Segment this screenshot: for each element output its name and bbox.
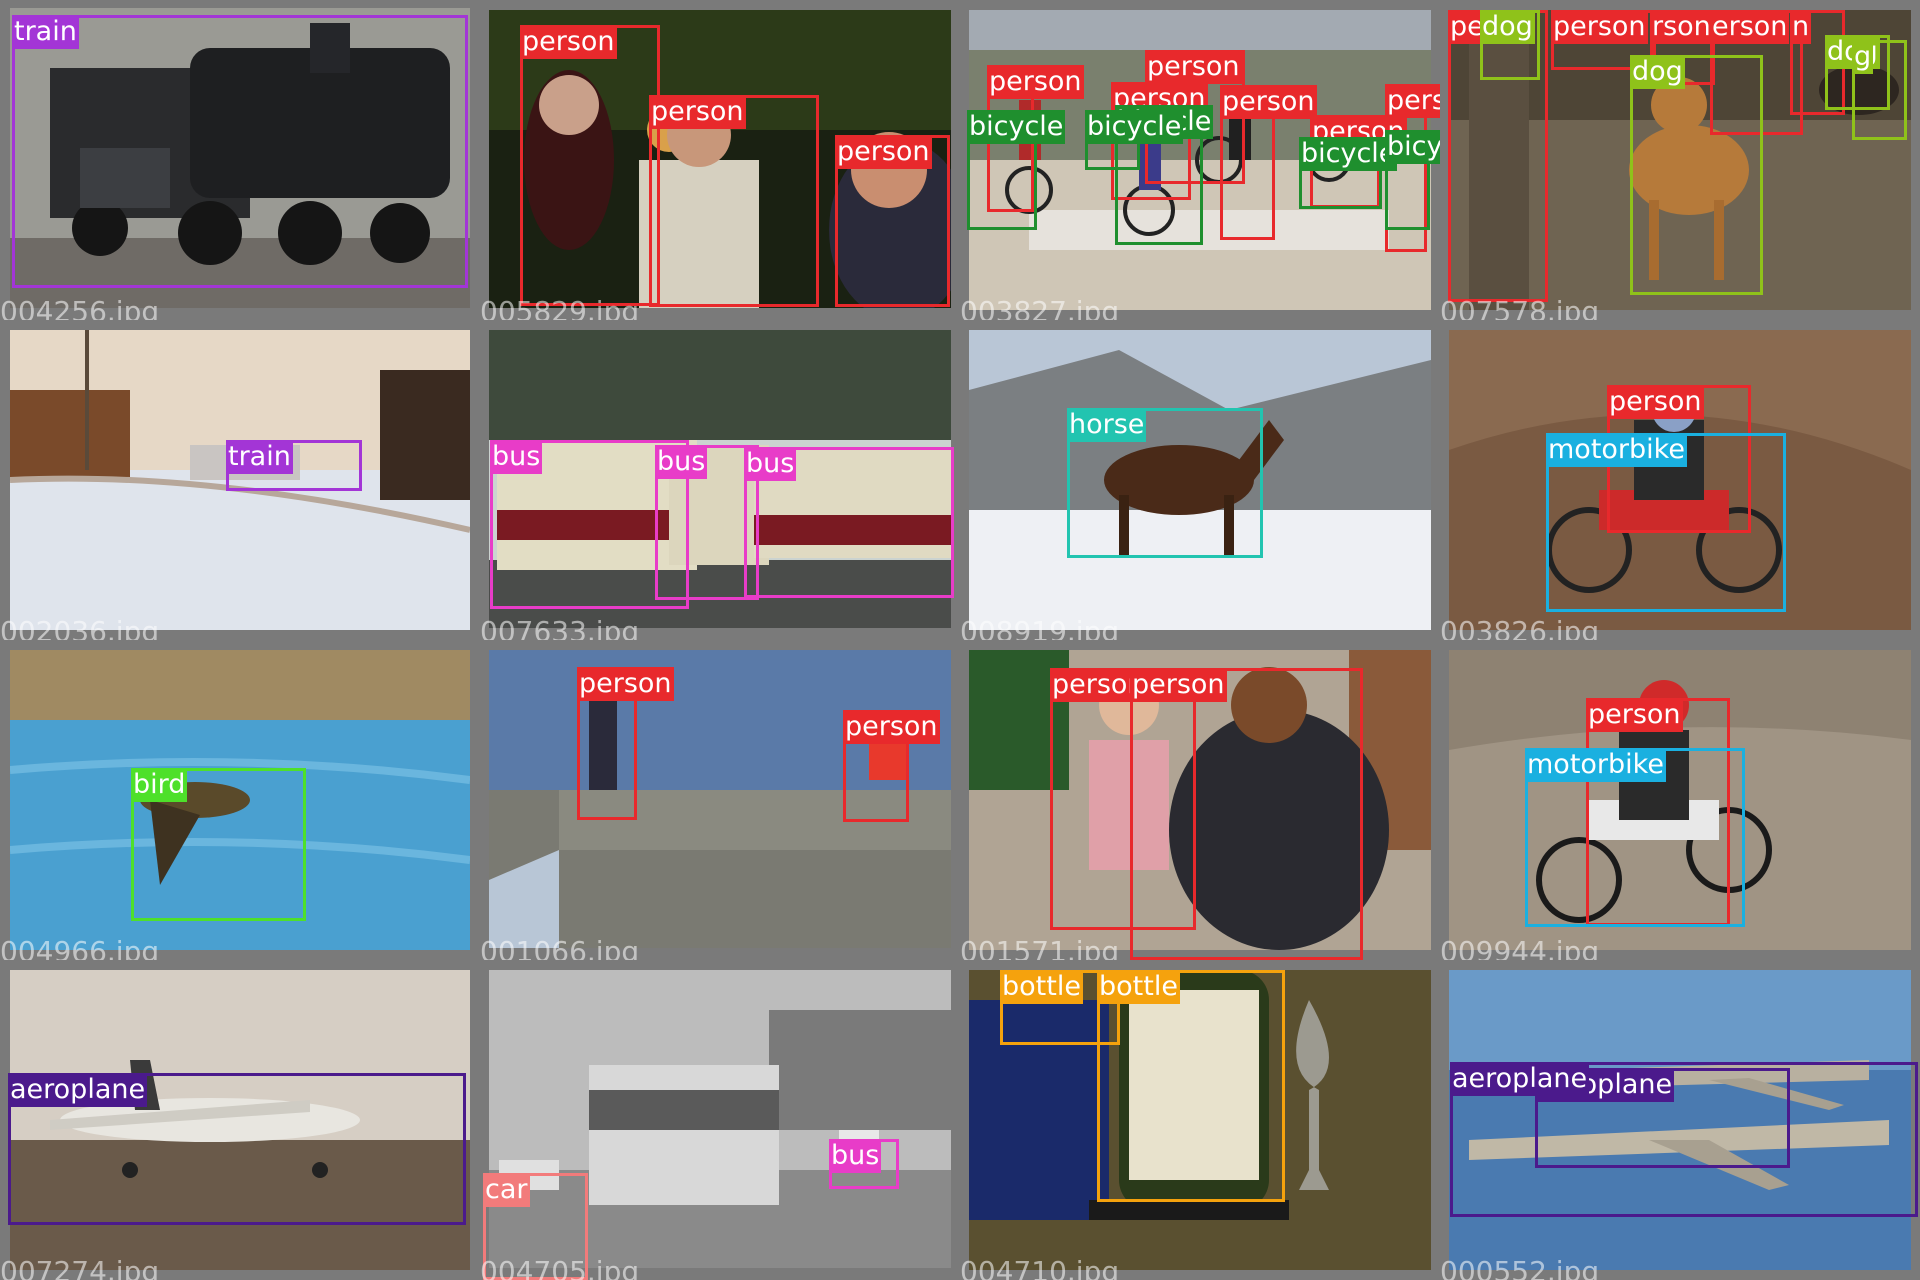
class-label: person [1130, 668, 1227, 702]
file-name: 007578.jpg [1440, 295, 1600, 321]
class-label: bus [744, 447, 797, 481]
file-name: 007633.jpg [480, 615, 640, 641]
file-name: 000552.jpg [1440, 1255, 1600, 1280]
detection-tile: bottle bottle 004710.jpg [960, 960, 1440, 1280]
class-label: dog [1630, 55, 1685, 89]
scene-photo [10, 330, 470, 630]
file-name: 001571.jpg [960, 935, 1120, 961]
detection-tile: bus bus bus 007633.jpg [480, 320, 960, 640]
class-label: bicycle [1385, 130, 1440, 164]
class-label: person [520, 25, 617, 59]
file-name: 003827.jpg [960, 295, 1120, 321]
class-label: g [1852, 40, 1874, 74]
detection-tile: personbicyclepersonpersonbicyclepersonbi… [960, 0, 1440, 320]
detection-tile: car bus 004705.jpg [480, 960, 960, 1280]
scene-photo [10, 970, 470, 1270]
bounding-box [490, 440, 689, 609]
detection-tile: person person 001571.jpg [960, 640, 1440, 960]
scene-photo [489, 330, 951, 628]
class-label: bicycle [1085, 110, 1184, 144]
class-label: horse [1067, 408, 1147, 442]
scene-photo [1449, 330, 1911, 630]
bounding-box [1630, 55, 1763, 295]
file-name: 005829.jpg [480, 295, 640, 321]
class-label: person [577, 667, 674, 701]
class-label: bird [131, 768, 188, 802]
detection-tile: pedogpersonrsonersonndogdogg007578.jpg [1440, 0, 1920, 320]
class-label: motorbike [1546, 433, 1687, 467]
class-label: erson [1710, 10, 1790, 44]
detection-tile: bird 004966.jpg [0, 640, 480, 960]
class-label: aeroplane [1450, 1062, 1590, 1096]
class-label: person [987, 65, 1084, 99]
bounding-box [483, 1173, 588, 1280]
detection-tile: person person person 005829.jpg [480, 0, 960, 320]
file-name: 004966.jpg [0, 935, 160, 961]
class-label: person [1385, 84, 1440, 118]
scene-photo [969, 330, 1431, 630]
scene-photo [10, 650, 470, 950]
scene-photo [489, 650, 951, 948]
bounding-box [1450, 1062, 1918, 1217]
class-label: person [649, 95, 746, 129]
class-label: person [1607, 385, 1704, 419]
class-label: dog [1480, 10, 1535, 44]
file-name: 003826.jpg [1440, 615, 1600, 641]
class-label: train [226, 440, 293, 474]
class-label: bicycle [967, 110, 1066, 144]
file-name: 008919.jpg [960, 615, 1120, 641]
file-name: 009944.jpg [1440, 935, 1600, 961]
scene-photo [489, 970, 951, 1268]
scene-photo [1449, 970, 1911, 1270]
class-label: aeroplane [8, 1073, 148, 1107]
detection-tile: horse 008919.jpg [960, 320, 1440, 640]
detection-tile: person motorbike 009944.jpg [1440, 640, 1920, 960]
class-label: person [1145, 50, 1242, 84]
file-name: 004710.jpg [960, 1255, 1120, 1280]
bounding-box [1852, 40, 1907, 140]
class-label: bus [655, 445, 708, 479]
bounding-box [12, 15, 468, 288]
class-label: person [843, 710, 940, 744]
file-name: 001066.jpg [480, 935, 640, 961]
detection-tile: person motorbike 003826.jpg [1440, 320, 1920, 640]
detection-tile: aeroplane 007274.jpg [0, 960, 480, 1280]
bounding-box [8, 1073, 466, 1225]
class-label: bottle [1097, 970, 1180, 1004]
detection-tile: person person 001066.jpg [480, 640, 960, 960]
class-label: train [12, 15, 79, 49]
scene-photo [10, 8, 470, 308]
bounding-box [744, 447, 954, 598]
class-label: pe [1448, 10, 1486, 44]
scene-photo [969, 970, 1431, 1270]
class-label: bus [829, 1139, 882, 1173]
class-label: motorbike [1525, 748, 1666, 782]
file-name: 007274.jpg [0, 1255, 160, 1280]
file-name: 002036.jpg [0, 615, 160, 641]
class-label: person [1220, 85, 1317, 119]
class-label: person [1551, 10, 1648, 44]
bounding-box [1130, 668, 1363, 960]
file-name: 004256.jpg [0, 295, 160, 321]
class-label: person [1586, 698, 1683, 732]
detection-tile: train 002036.jpg [0, 320, 480, 640]
class-label: bicycle [1299, 137, 1398, 171]
class-label: car [483, 1173, 530, 1207]
detection-tile: train 004256.jpg [0, 0, 480, 320]
class-label: bottle [1000, 970, 1083, 1004]
bounding-box [1097, 970, 1285, 1202]
bounding-box [1067, 408, 1263, 558]
class-label: person [835, 135, 932, 169]
bounding-box [131, 768, 306, 921]
class-label: bus [490, 440, 543, 474]
bounding-box [520, 25, 660, 306]
detection-tile: aeroplane aeroplane 000552.jpg [1440, 960, 1920, 1280]
class-label: n [1790, 10, 1812, 44]
class-label: rson [1650, 10, 1713, 44]
file-name: 004705.jpg [480, 1255, 640, 1280]
